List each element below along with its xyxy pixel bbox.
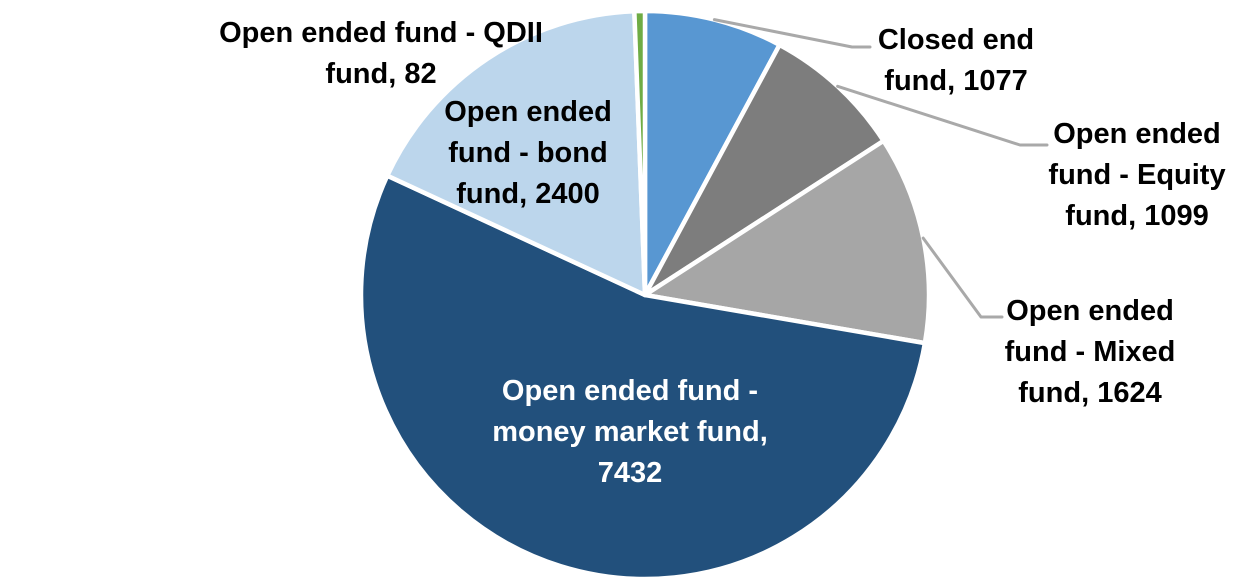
leader-line-mixed-fund: [921, 236, 1004, 319]
slice-label-line: Open ended fund -: [501, 375, 759, 407]
slice-label-bond-fund: Open ended fund - bond fund, 2400: [444, 92, 612, 215]
slice-label-line: 7432: [597, 457, 663, 489]
slice-label-line: fund, 1099: [1065, 200, 1209, 232]
slice-label-line: fund, 1624: [1018, 377, 1162, 409]
slice-label-line: Open ended: [1006, 295, 1174, 327]
slice-label-line: money market fund,: [492, 416, 768, 448]
pie-slice-bond-fund: [385, 8, 648, 298]
leader-line-equity-fund: [836, 84, 1049, 147]
slice-label-line: Open ended fund - QDII: [219, 17, 543, 49]
slice-label-qdii-fund: Open ended fund - QDII fund, 82: [219, 13, 543, 95]
slice-label-line: Open ended: [444, 96, 612, 128]
pie-slice-money-market-fund: [358, 173, 928, 582]
slice-label-closed-end-fund: Closed end fund, 1077: [878, 20, 1034, 102]
slice-label-money-market-fund: Open ended fund - money market fund, 7432: [492, 371, 768, 494]
slice-label-line: Open ended: [1053, 118, 1221, 150]
pie-slice-qdii-fund: [632, 8, 648, 298]
slice-label-line: fund - Equity: [1048, 159, 1226, 191]
slice-label-line: fund - bond: [448, 137, 608, 169]
slice-label-line: fund, 1077: [884, 65, 1028, 97]
slice-label-line: fund, 2400: [456, 178, 600, 210]
slice-label-line: Closed end: [877, 24, 1035, 56]
slice-label-line: fund, 82: [325, 58, 437, 90]
slice-label-line: fund - Mixed: [1004, 336, 1176, 368]
slice-label-equity-fund: Open ended fund - Equity fund, 1099: [1048, 114, 1225, 237]
leader-line-closed-end-fund: [712, 18, 872, 49]
slice-label-mixed-fund: Open ended fund - Mixed fund, 1624: [1005, 291, 1176, 414]
